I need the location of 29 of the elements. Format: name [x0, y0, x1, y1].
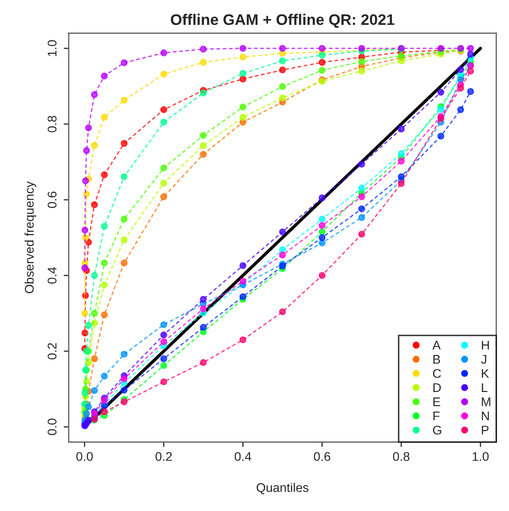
- legend-label: J: [481, 355, 486, 364]
- x-tick-label: 0.8: [393, 452, 410, 461]
- legend-label: H: [482, 340, 489, 350]
- x-tick-label: 0.4: [234, 452, 252, 461]
- x-tick-label: 1.0: [472, 452, 489, 461]
- legend-label: A: [432, 340, 441, 350]
- x-tick-label: 0.6: [314, 452, 330, 461]
- y-tick-label: 0.2: [48, 343, 57, 360]
- legend-label: M: [482, 398, 490, 406]
- y-tick-label: 1.0: [48, 40, 57, 56]
- y-tick-label: 0.6: [48, 192, 57, 208]
- legend-label: G: [433, 426, 442, 435]
- legend-label: N: [482, 412, 489, 420]
- y-tick-label: 0.8: [48, 116, 57, 132]
- legend-label: D: [433, 383, 441, 392]
- chart-title: Offline GAM + Offline QR: 2021: [170, 14, 394, 28]
- legend-label: F: [433, 412, 440, 420]
- x-axis-title: Quantiles: [256, 482, 308, 494]
- x-tick-label: 0.0: [76, 452, 93, 461]
- legend-label: C: [433, 369, 441, 378]
- x-tick-label: 0.2: [156, 452, 172, 461]
- legend-label: P: [482, 426, 489, 434]
- legend-label: K: [482, 369, 490, 378]
- legend-label: B: [433, 355, 440, 364]
- legend-label: L: [482, 383, 488, 392]
- legend-label: E: [433, 398, 440, 406]
- y-axis-title: Observed frequency: [24, 181, 36, 294]
- y-tick-label: 0.4: [48, 267, 57, 284]
- y-tick-label: 0.0: [48, 418, 57, 436]
